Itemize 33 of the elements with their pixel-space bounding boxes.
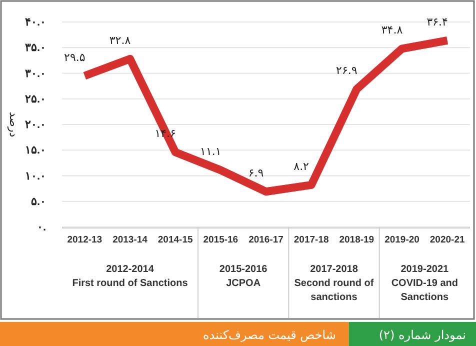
x-tick-label: 2015-16 bbox=[203, 234, 238, 246]
data-label: ۲۹.۵ bbox=[64, 50, 86, 64]
text: نمودار شماره (۲) bbox=[378, 328, 466, 342]
text: 2012-2014 First round of Sanctions bbox=[72, 264, 188, 289]
text: 2017-2018 Second round of sanctions bbox=[294, 264, 374, 303]
data-label: ۱۱.۱ bbox=[200, 145, 222, 158]
data-label: ۳۶.۴ bbox=[426, 15, 448, 28]
data-label: ۶.۹ bbox=[248, 166, 264, 180]
x-tick-label: 2014-15 bbox=[158, 234, 194, 246]
x-tick-label: 2016-17 bbox=[248, 234, 284, 246]
y-tick-label: ۲۵.۰ bbox=[24, 93, 46, 106]
y-tick-label: ۳۰.۰ bbox=[24, 68, 46, 80]
x-tick-label: 2019-20 bbox=[384, 234, 420, 246]
data-label: ۳۴.۸ bbox=[381, 24, 403, 37]
y-tick-label: ۱۰.۰ bbox=[24, 170, 46, 182]
data-label: ۸.۲ bbox=[294, 160, 310, 173]
x-tick-label: 2017-18 bbox=[294, 234, 329, 246]
text: شاخص قیمت مصرف‌کننده bbox=[203, 328, 336, 342]
y-tick-label: ۴۰.۰ bbox=[24, 16, 46, 29]
x-tick-label: 2020-21 bbox=[430, 234, 466, 246]
x-tick-label: 2013-14 bbox=[112, 234, 148, 246]
y-tick-label: ۲۰.۰ bbox=[24, 119, 46, 132]
data-label: ۲۶.۹ bbox=[336, 64, 358, 78]
x-tick-label: 2018-19 bbox=[339, 234, 374, 246]
y-tick-label: ۰. bbox=[36, 222, 46, 234]
y-axis-title: درصد bbox=[7, 112, 20, 138]
y-tick-label: ۵.۰ bbox=[30, 196, 46, 208]
y-tick-label: ۳۵.۰ bbox=[24, 42, 46, 54]
data-label: ۳۲.۸ bbox=[109, 34, 131, 47]
text: 2015-2016 JCPOA bbox=[219, 264, 268, 289]
x-tick-label: 2012-13 bbox=[67, 234, 102, 246]
text: 2019-2021 COVID-19 and Sanctions bbox=[391, 264, 458, 303]
y-tick-label: ۱۵.۰ bbox=[24, 144, 46, 157]
